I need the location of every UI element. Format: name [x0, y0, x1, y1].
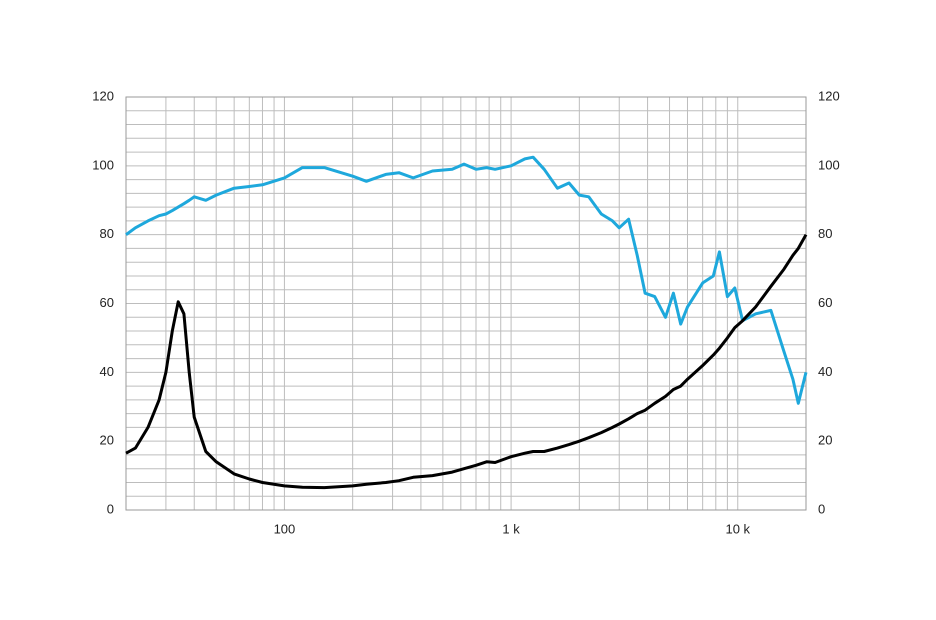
y-tick-label: 40	[100, 364, 114, 379]
y2-tick-label: 120	[818, 88, 840, 103]
y-tick-label: 60	[100, 295, 114, 310]
y-tick-label: 80	[100, 226, 114, 241]
x-tick-label: 100	[274, 521, 296, 536]
x-tick-label: 1 k	[502, 521, 520, 536]
y-tick-label: 20	[100, 433, 114, 448]
y2-tick-label: 60	[818, 295, 832, 310]
y-tick-label: 100	[92, 157, 114, 172]
x-tick-label: 10 k	[725, 521, 750, 536]
data-line	[125, 155, 808, 405]
y2-tick-label: 100	[818, 157, 840, 172]
y-tick-label: 120	[92, 88, 114, 103]
y2-tick-label: 80	[818, 226, 832, 241]
y-tick-label: 0	[107, 501, 114, 516]
y2-tick-label: 40	[818, 364, 832, 379]
plot-frame	[125, 96, 807, 511]
y2-tick-label: 20	[818, 433, 832, 448]
data-line	[125, 233, 808, 490]
y2-tick-label: 0	[818, 501, 825, 516]
